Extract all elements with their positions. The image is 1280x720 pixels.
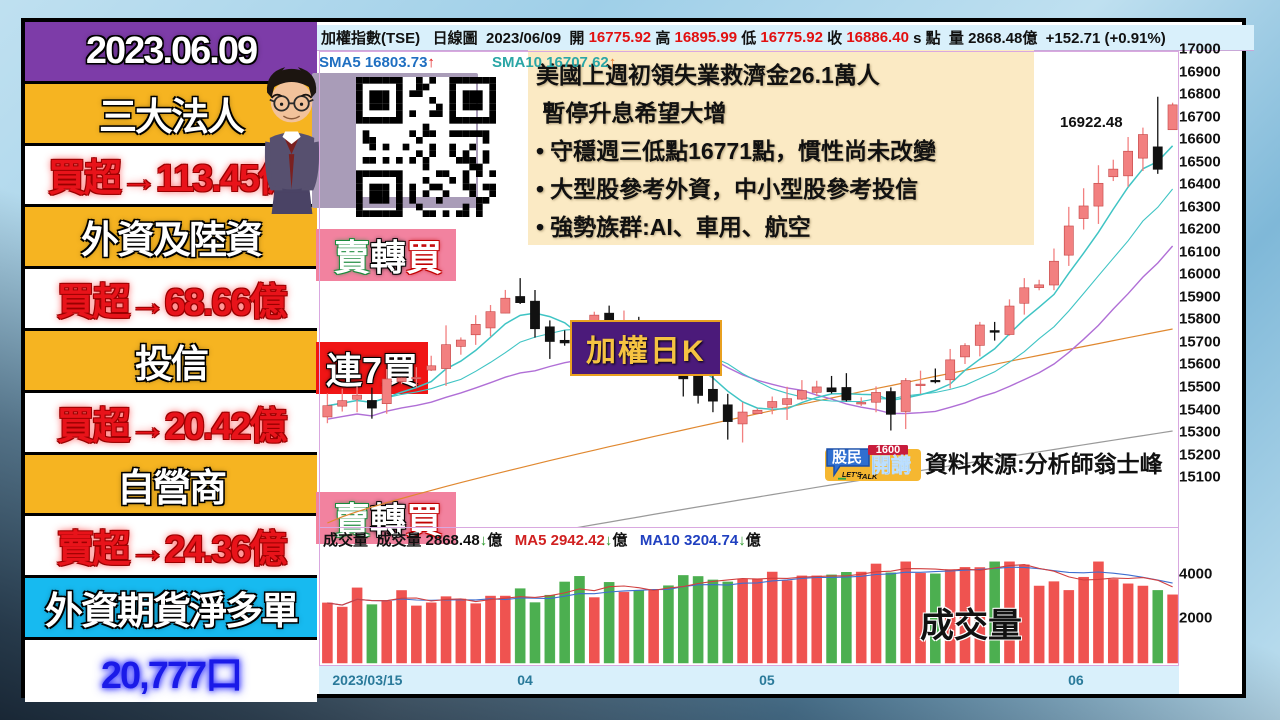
- svg-text:開講: 開講: [871, 453, 911, 477]
- svg-text:股民: 股民: [832, 449, 862, 466]
